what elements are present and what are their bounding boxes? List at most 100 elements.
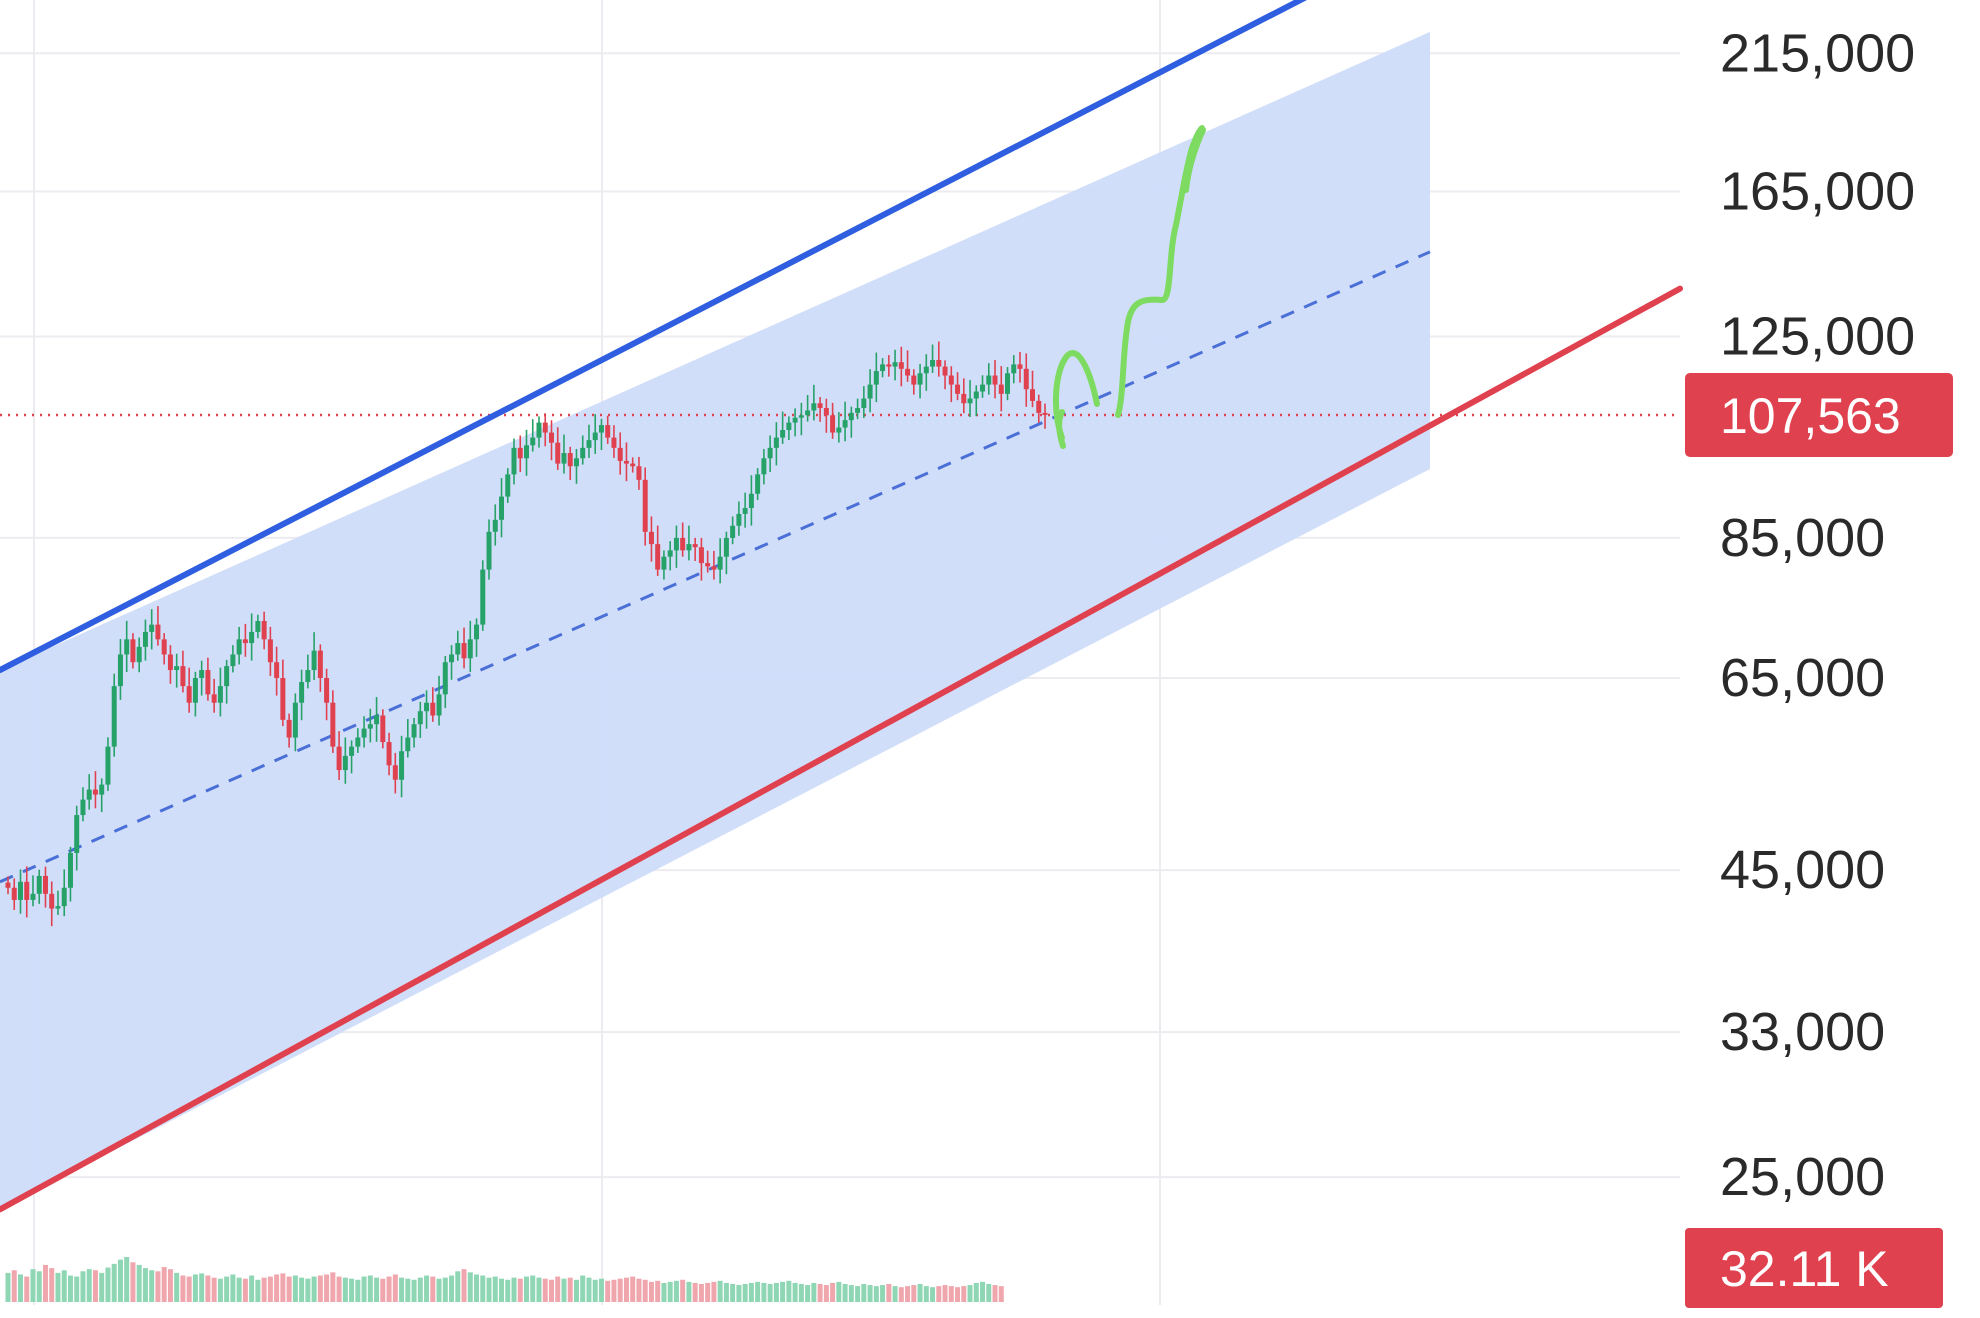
candle-body: [180, 666, 186, 687]
current-price-label: 107,563: [1720, 388, 1901, 444]
volume-bar: [399, 1277, 405, 1302]
volume-bar: [898, 1287, 904, 1302]
candle-body: [86, 789, 92, 800]
candle-body: [673, 537, 679, 551]
candle-body: [773, 437, 779, 448]
volume-bar: [186, 1276, 192, 1302]
volume-bar: [205, 1275, 211, 1302]
volume-bar: [586, 1277, 592, 1302]
volume-bar: [517, 1278, 523, 1302]
volume-bar: [55, 1272, 61, 1302]
candle-body: [286, 719, 292, 738]
volume-bar: [36, 1271, 42, 1302]
volume-bar: [92, 1270, 98, 1302]
volume-bar: [692, 1282, 698, 1302]
candle-body: [292, 702, 298, 738]
candle-body: [998, 384, 1004, 394]
candle-body: [299, 682, 305, 703]
candle-body: [261, 620, 267, 640]
volume-bar: [886, 1284, 892, 1302]
volume-bar: [155, 1271, 161, 1302]
candle-body: [55, 906, 61, 909]
candle-body: [455, 643, 461, 655]
candle-body: [17, 881, 23, 900]
volume-bar: [880, 1285, 886, 1302]
volume-bar: [117, 1259, 123, 1302]
channel-lower-line: [0, 285, 1683, 1213]
candle-body: [42, 875, 48, 894]
volume-bar: [142, 1268, 148, 1302]
volume-badge: [1685, 1228, 1943, 1308]
volume-bar: [548, 1279, 554, 1302]
volume-bar: [661, 1282, 667, 1302]
volume-bar: [180, 1275, 186, 1302]
volume-bar: [367, 1275, 373, 1302]
candle-body: [61, 887, 67, 907]
volume-bar: [442, 1277, 448, 1302]
candle-body: [1005, 373, 1011, 394]
candle-body: [923, 366, 929, 374]
volume-bar: [30, 1269, 36, 1302]
y-axis-tick-label: 65,000: [1720, 648, 1885, 708]
candle-body: [355, 737, 361, 747]
volume-bar: [330, 1272, 336, 1302]
candle-body: [755, 474, 761, 494]
volume-bar: [392, 1274, 398, 1302]
candle-body: [942, 366, 948, 376]
candle-body: [155, 624, 161, 640]
volume-bar: [136, 1264, 142, 1302]
candle-body: [1042, 412, 1048, 415]
y-axis-tick-label: 215,000: [1720, 23, 1915, 83]
y-axis-tick-label: 33,000: [1720, 1002, 1885, 1062]
volume-bar: [717, 1280, 723, 1302]
candle-body: [867, 384, 873, 399]
candle-body: [74, 815, 80, 853]
volume-bar: [673, 1280, 679, 1302]
candle-body: [798, 415, 804, 418]
volume-bar: [436, 1278, 442, 1302]
candle-body: [930, 360, 936, 367]
candle-body: [817, 403, 823, 409]
volume-bar: [405, 1278, 411, 1302]
volume-bar: [892, 1286, 898, 1302]
volume-bar: [648, 1281, 654, 1302]
candle-body: [948, 375, 954, 385]
volume-bar: [542, 1278, 548, 1302]
candle-body: [648, 531, 654, 545]
volume-bar: [973, 1282, 979, 1302]
candle-body: [623, 460, 629, 464]
volume-bar: [617, 1278, 623, 1302]
candle-body: [761, 458, 767, 475]
volume-bar: [380, 1278, 386, 1302]
channel-upper-line: [0, 0, 1308, 674]
volume-bar: [923, 1286, 929, 1302]
candle-body: [892, 362, 898, 367]
candle-body: [767, 447, 773, 459]
candle-body: [342, 755, 348, 771]
volume-bar: [236, 1277, 242, 1302]
candle-body: [736, 513, 742, 526]
candle-body: [430, 702, 436, 716]
volume-bar: [174, 1272, 180, 1302]
candle-body: [449, 654, 455, 663]
candle-body: [217, 686, 223, 703]
candle-body: [424, 702, 430, 712]
volume-bar: [730, 1284, 736, 1302]
volume-bar: [592, 1279, 598, 1302]
candle-body: [1017, 364, 1023, 369]
candle-body: [917, 373, 923, 385]
candle-body: [305, 670, 311, 683]
volume-bar: [811, 1282, 817, 1302]
candle-body: [811, 403, 817, 411]
volume-bar: [530, 1275, 536, 1302]
volume-bar: [511, 1277, 517, 1302]
volume-bar: [830, 1282, 836, 1302]
volume-bar: [499, 1278, 505, 1302]
candle-body: [374, 715, 380, 725]
volume-bar: [567, 1277, 573, 1302]
volume-bar: [99, 1272, 105, 1302]
candle-body: [667, 550, 673, 557]
candle-body: [580, 447, 586, 459]
volume-bar: [267, 1276, 273, 1302]
volume-bar: [611, 1279, 617, 1302]
